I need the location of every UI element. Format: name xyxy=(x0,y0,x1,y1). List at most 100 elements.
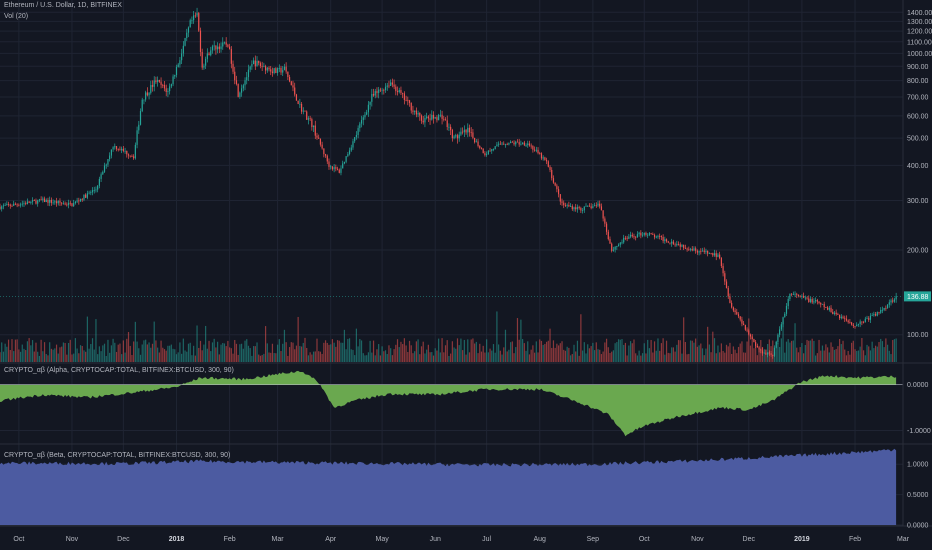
candle-body xyxy=(177,64,179,67)
volume-bar xyxy=(669,353,671,362)
volume-bar xyxy=(172,348,174,362)
volume-bar xyxy=(818,339,820,362)
volume-bar xyxy=(252,346,255,362)
candle-body xyxy=(655,236,657,238)
candle-body xyxy=(861,321,863,323)
volume-bar xyxy=(71,354,73,362)
candle-body xyxy=(86,193,88,198)
candle-body xyxy=(295,94,298,101)
candle-body xyxy=(429,118,431,120)
volume-bar xyxy=(283,329,286,362)
candle-body xyxy=(539,153,541,154)
volume-bar xyxy=(390,348,392,362)
candle-body xyxy=(288,76,291,82)
volume-legend[interactable]: Vol (20) xyxy=(4,13,29,20)
volume-bar xyxy=(602,351,604,362)
candle-body xyxy=(749,334,752,337)
volume-bar xyxy=(516,318,519,362)
alpha-legend[interactable]: CRYPTO_αβ (Alpha, CRYPTOCAP:TOTAL, BITFI… xyxy=(4,367,234,374)
candle-body xyxy=(856,324,858,327)
candle-body xyxy=(318,137,320,139)
volume-bar xyxy=(801,343,803,362)
price-tick-label: 700.00 xyxy=(907,94,929,101)
volume-bar xyxy=(37,351,39,362)
volume-bar xyxy=(528,354,531,362)
candle-body xyxy=(482,148,484,154)
candle-body xyxy=(587,205,589,207)
candle-body xyxy=(695,248,697,251)
symbol-title[interactable]: Ethereum / U.S. Dollar, 1D, BITFINEX xyxy=(4,2,122,9)
volume-bar xyxy=(850,342,853,362)
volume-bar xyxy=(49,342,51,362)
candle-body xyxy=(333,167,335,170)
candle-body xyxy=(45,200,47,202)
candle-body xyxy=(768,352,770,354)
candle-body xyxy=(246,77,248,81)
price-tag-box xyxy=(904,291,931,302)
volume-bar xyxy=(561,341,563,362)
candle-body xyxy=(109,155,111,160)
candle-body xyxy=(187,27,190,33)
volume-bar xyxy=(641,353,644,362)
candle-body xyxy=(484,153,486,156)
candle-body xyxy=(619,242,621,245)
volume-bar xyxy=(420,346,423,362)
candle-body xyxy=(450,126,452,131)
volume-bar xyxy=(352,349,354,362)
candle-body xyxy=(126,150,128,155)
candle-body xyxy=(357,128,359,135)
candle-body xyxy=(573,207,575,210)
candle-body xyxy=(273,68,275,74)
volume-bar xyxy=(61,346,63,362)
candle-body xyxy=(407,100,409,102)
volume-bar xyxy=(316,338,318,362)
volume-bar xyxy=(336,340,339,362)
candle-body xyxy=(559,194,561,202)
candle-body xyxy=(2,205,5,207)
beta-area xyxy=(0,448,897,525)
volume-bar xyxy=(689,340,692,362)
volume-bar xyxy=(583,342,585,362)
candle-body xyxy=(64,203,66,205)
candle-body xyxy=(342,163,344,169)
volume-bar xyxy=(264,326,267,362)
volume-bar xyxy=(76,348,78,362)
candle-body xyxy=(674,244,676,246)
candle-body xyxy=(791,293,793,295)
volume-bar xyxy=(163,349,166,362)
volume-bar xyxy=(691,340,693,362)
volume-bar xyxy=(350,349,352,362)
volume-bar xyxy=(11,339,13,362)
volume-bar xyxy=(623,344,625,362)
volume-bar xyxy=(432,355,435,362)
candle-body xyxy=(854,326,856,327)
volume-bar xyxy=(664,354,666,362)
candle-body xyxy=(360,120,363,124)
volume-bar xyxy=(676,344,678,362)
volume-bar xyxy=(696,346,698,362)
volume-bar xyxy=(419,354,421,362)
panel-tick-label: 0.0000 xyxy=(907,382,929,389)
volume-bar xyxy=(833,349,836,362)
panel-tick-label: 1.0000 xyxy=(907,462,929,469)
volume-bar xyxy=(97,354,99,362)
candle-body xyxy=(864,318,866,323)
volume-bar xyxy=(122,340,124,362)
candle-body xyxy=(474,137,476,143)
volume-bar xyxy=(491,350,493,362)
candle-body xyxy=(462,131,464,133)
candle-body xyxy=(343,161,346,164)
candle-body xyxy=(169,86,171,92)
beta-legend[interactable]: CRYPTO_αβ (Beta, CRYPTOCAP:TOTAL, BITFIN… xyxy=(4,452,231,459)
volume-bar xyxy=(321,353,323,362)
volume-bar xyxy=(309,352,311,362)
candle-body xyxy=(196,13,198,16)
volume-bar xyxy=(522,339,524,362)
volume-bar xyxy=(217,341,219,362)
volume-bar xyxy=(43,342,46,362)
volume-bar xyxy=(16,339,18,362)
volume-bar xyxy=(470,339,472,362)
volume-bar xyxy=(821,345,824,362)
